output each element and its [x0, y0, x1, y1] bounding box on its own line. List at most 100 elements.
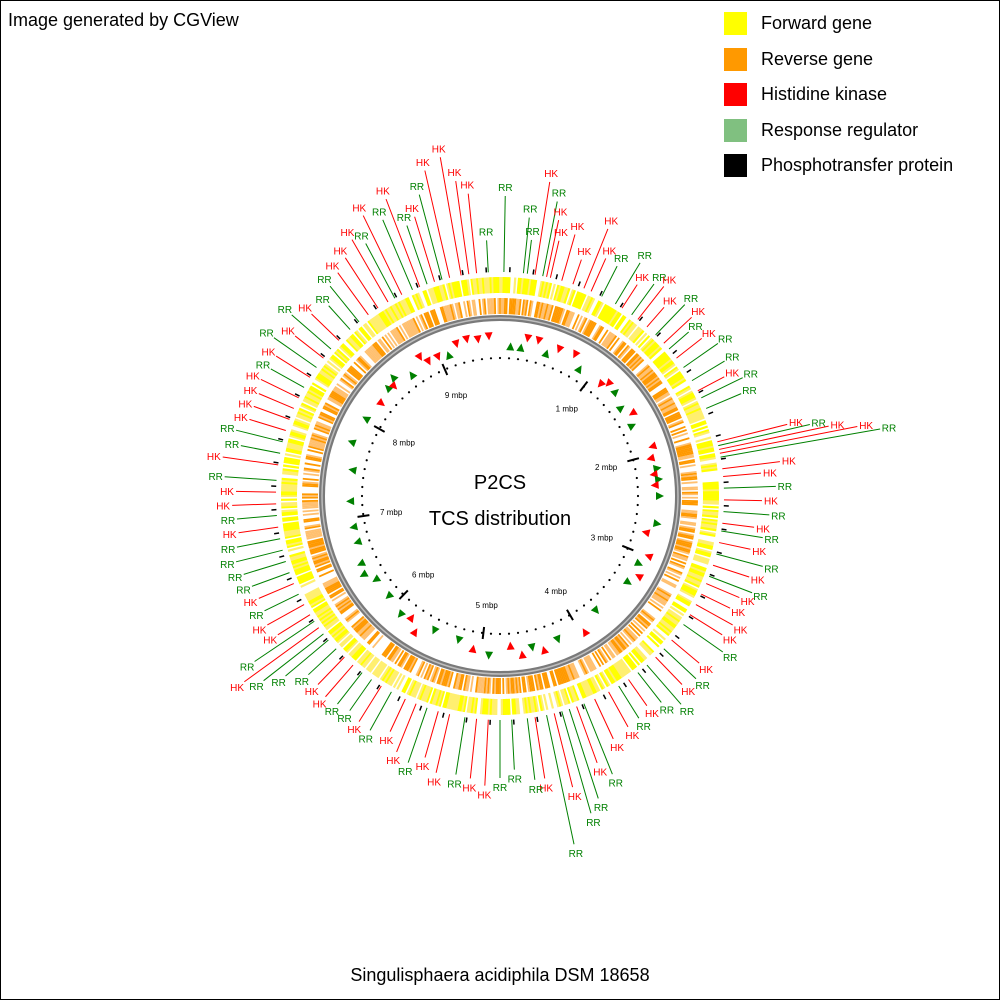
reverse-gene [328, 394, 344, 405]
reverse-gene [456, 673, 462, 690]
forward-gene [284, 531, 301, 537]
hk-label: HK [326, 261, 340, 272]
forward-gene [477, 277, 482, 295]
forward-gene [698, 449, 715, 455]
rr-callout-line [646, 664, 682, 705]
reverse-gene [415, 316, 424, 332]
rr-label: RR [569, 849, 583, 860]
forward-gene [629, 327, 642, 342]
forward-gene [284, 453, 301, 459]
forward-gene [305, 588, 321, 599]
reverse-gene [433, 309, 441, 325]
reverse-gene [407, 319, 417, 335]
forward-gene [314, 377, 330, 388]
reverse-gene [372, 634, 384, 649]
hk-callout-line [697, 376, 725, 392]
reverse-gene [613, 636, 626, 651]
forward-gene [684, 404, 700, 413]
reverse-gene [543, 672, 549, 689]
phosphotransfer-tick [353, 318, 359, 324]
reverse-gene [636, 365, 651, 378]
hk-arrow [648, 441, 658, 450]
backbone-circle [319, 315, 681, 677]
reverse-gene [676, 447, 693, 453]
forward-gene [606, 667, 617, 683]
reverse-gene [384, 334, 396, 349]
rr-label: RR [680, 707, 694, 718]
reverse-gene [459, 674, 465, 691]
hk-callout-line [351, 239, 389, 303]
reverse-gene [679, 464, 696, 469]
reverse-gene [322, 576, 338, 586]
forward-gene [307, 593, 323, 604]
forward-gene [287, 545, 304, 552]
forward-gene [571, 291, 580, 307]
scale-major-tick [566, 609, 574, 621]
scale-dot [525, 359, 529, 362]
forward-gene [453, 281, 459, 298]
hk-label: HK [416, 762, 430, 773]
forward-gene [548, 692, 555, 709]
reverse-gene [527, 300, 532, 317]
rr-callout-line [263, 633, 324, 682]
center-subtitle: TCS distribution [429, 508, 571, 530]
reverse-gene [664, 411, 680, 420]
reverse-gene [639, 611, 654, 623]
scale-dot [414, 385, 418, 388]
forward-gene [324, 363, 339, 375]
reverse-gene [680, 472, 697, 477]
forward-gene [541, 281, 547, 298]
forward-gene [667, 372, 683, 384]
reverse-gene [302, 504, 319, 508]
forward-gene [539, 281, 545, 298]
reverse-gene [314, 560, 331, 568]
reverse-gene [439, 306, 447, 323]
reverse-gene [678, 455, 695, 461]
forward-gene [403, 677, 412, 694]
forward-gene [317, 608, 333, 620]
forward-gene [284, 530, 301, 536]
forward-gene [281, 512, 298, 517]
rr-arrow [385, 590, 395, 600]
reverse-gene [426, 665, 435, 681]
scale-dot [551, 622, 554, 625]
forward-gene [286, 445, 303, 452]
reverse-gene [642, 373, 657, 385]
hk-callout-line [583, 228, 609, 289]
hk-label: HK [238, 399, 252, 410]
forward-gene [603, 669, 614, 685]
scale-dot [384, 571, 387, 574]
rr-arrow [409, 371, 418, 381]
forward-gene [373, 661, 385, 677]
reverse-gene [369, 345, 382, 360]
reverse-gene [663, 408, 679, 418]
forward-gene [537, 695, 543, 712]
reverse-gene [423, 312, 432, 329]
hk-label: HK [554, 207, 568, 218]
forward-gene [584, 297, 594, 313]
scale-dot [463, 628, 466, 631]
forward-gene [359, 326, 372, 341]
forward-gene [329, 357, 343, 370]
phosphotransfer-protein-swatch [724, 154, 747, 178]
reverse-gene [305, 457, 322, 463]
forward-gene [381, 666, 392, 682]
hk-arrow [641, 529, 651, 538]
reverse-gene [598, 329, 609, 344]
reverse-gene [653, 388, 668, 399]
phosphotransfer-tick [376, 684, 381, 690]
reverse-gene [302, 512, 319, 516]
forward-gene [403, 298, 412, 315]
reverse-gene [463, 301, 468, 318]
reverse-gene [553, 306, 561, 323]
forward-gene [696, 441, 713, 448]
reverse-gene [334, 595, 349, 607]
reverse-gene [394, 327, 405, 343]
forward-gene [523, 278, 528, 295]
forward-gene [687, 572, 703, 581]
forward-gene [591, 676, 601, 692]
reverse-gene [679, 525, 696, 530]
reverse-gene [337, 599, 352, 611]
forward-gene [292, 561, 309, 569]
